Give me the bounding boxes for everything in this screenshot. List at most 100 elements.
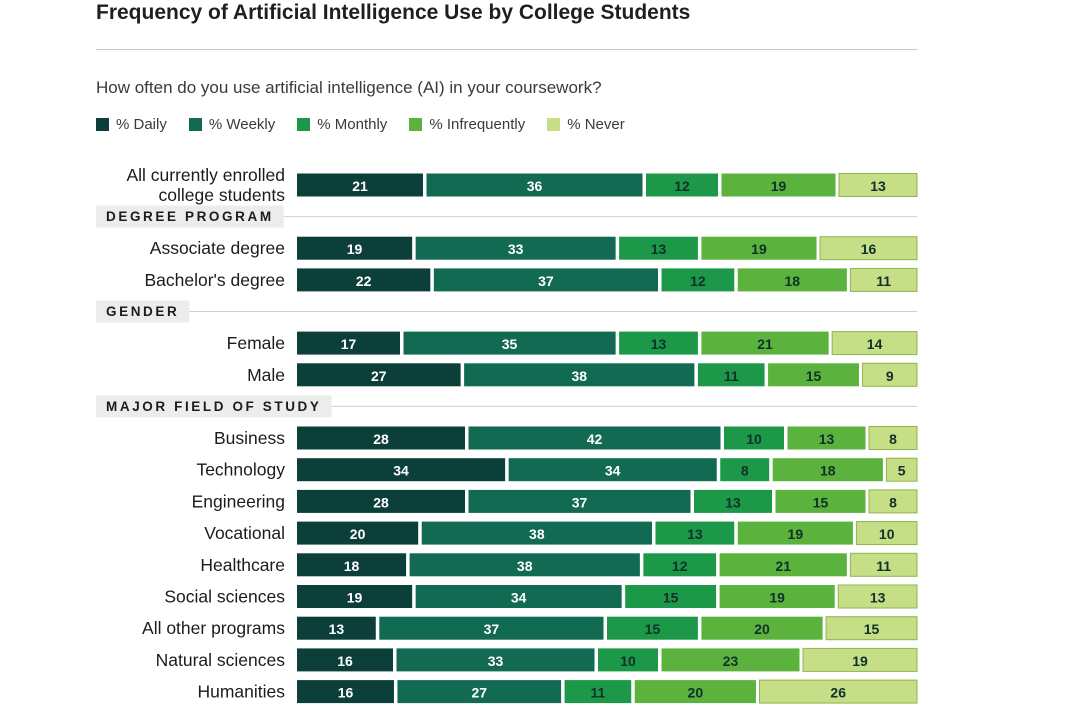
data-label: 37 <box>572 494 588 510</box>
data-label: 15 <box>813 494 829 510</box>
bar-segment-infrequently <box>737 268 847 292</box>
bar-segment-monthly <box>646 173 718 197</box>
data-label: 19 <box>852 653 868 669</box>
data-label: 5 <box>898 463 906 479</box>
data-label: 20 <box>754 621 770 637</box>
legend-item-daily: % Daily <box>96 116 167 133</box>
bar-segment-weekly <box>403 331 616 355</box>
data-label: 15 <box>864 621 880 637</box>
bar-segment-daily <box>297 458 506 482</box>
bar-segment-daily <box>297 268 431 292</box>
bar-segment-infrequently <box>719 585 835 608</box>
bar-segment-weekly <box>409 553 640 577</box>
category-label: Humanities <box>197 682 285 702</box>
chart-subtitle: How often do you use artificial intellig… <box>96 78 602 97</box>
data-label: 19 <box>788 526 804 542</box>
bar-segment-infrequently <box>768 363 859 387</box>
data-label: 20 <box>688 685 704 701</box>
data-label: 38 <box>529 526 545 542</box>
data-label: 37 <box>484 621 500 637</box>
bar-segment-infrequently <box>634 680 756 704</box>
data-label: 12 <box>674 178 690 194</box>
group-label: GENDER <box>106 304 179 319</box>
category-label: Female <box>227 333 285 353</box>
bar-segment-monthly <box>720 458 770 482</box>
bar-segment-weekly <box>464 363 695 387</box>
legend-swatch <box>547 117 561 131</box>
data-label: 13 <box>870 590 886 606</box>
bar-segment-daily <box>297 426 465 450</box>
bar-segment-infrequently <box>721 173 836 197</box>
category-label: Technology <box>196 460 285 480</box>
data-label: 8 <box>741 463 749 479</box>
bar-segment-daily <box>297 616 376 640</box>
data-label: 13 <box>687 526 703 542</box>
bar-segment-never <box>861 362 918 387</box>
data-label: 34 <box>393 463 409 479</box>
bar-segment-never <box>885 457 918 482</box>
data-label: 13 <box>725 494 741 510</box>
bar-segment-weekly <box>397 680 562 704</box>
data-label: 13 <box>651 336 667 352</box>
bar-segment-never <box>825 616 918 641</box>
data-label: 19 <box>751 241 767 257</box>
bar-segment-never <box>837 584 918 609</box>
bar-segment-daily <box>297 173 423 197</box>
data-label: 15 <box>806 368 822 384</box>
bar-segment-daily <box>297 585 413 608</box>
data-label: 15 <box>663 590 679 606</box>
data-label: 19 <box>347 241 363 257</box>
bar-segment-never <box>819 236 918 261</box>
category-label: Engineering <box>192 491 285 511</box>
bar-segment-weekly <box>396 648 595 672</box>
data-label: 34 <box>511 590 527 606</box>
category-label: Social sciences <box>164 587 285 607</box>
bar-segment-never <box>802 647 918 672</box>
category-label: Natural sciences <box>156 650 286 670</box>
data-label: 21 <box>775 558 791 574</box>
group-label: DEGREE PROGRAM <box>106 209 274 224</box>
category-label: All other programs <box>142 618 285 638</box>
data-label: 42 <box>587 431 603 447</box>
data-label: 33 <box>488 653 504 669</box>
bar-segment-monthly <box>607 616 698 640</box>
data-label: 27 <box>471 685 487 701</box>
data-label: 14 <box>867 336 883 352</box>
legend-item-infrequently: % Infrequently <box>409 116 525 133</box>
bar-segment-weekly <box>433 268 659 292</box>
data-label: 38 <box>571 368 587 384</box>
legend-label: % Monthly <box>317 115 388 133</box>
bar-segment-never <box>855 521 918 546</box>
bar-segment-weekly <box>468 426 721 450</box>
bar-segment-monthly <box>619 236 698 260</box>
legend-swatch <box>188 117 202 131</box>
bar-segment-daily <box>297 489 465 513</box>
data-label: 19 <box>771 178 787 194</box>
bar-segment-infrequently <box>661 648 800 672</box>
bar-segment-daily <box>297 521 419 545</box>
data-label: 15 <box>645 621 661 637</box>
group-label-background <box>96 205 284 228</box>
data-label: 9 <box>886 368 894 384</box>
category-label: Healthcare <box>200 555 285 575</box>
data-label: 19 <box>769 590 785 606</box>
bar-segment-infrequently <box>772 458 883 482</box>
legend-item-never: % Never <box>547 116 625 133</box>
data-label: 38 <box>517 558 533 574</box>
bar-segment-monthly <box>564 680 632 704</box>
title-divider <box>96 49 918 50</box>
data-label: 35 <box>502 336 518 352</box>
data-label: 37 <box>538 273 554 289</box>
bar-segment-monthly <box>619 331 698 355</box>
data-label: 17 <box>341 336 357 352</box>
bar-segment-monthly <box>598 648 658 672</box>
legend-swatch <box>297 117 311 131</box>
bar-segment-never <box>758 679 918 704</box>
bar-segment-weekly <box>421 521 652 545</box>
data-label: 19 <box>347 590 363 606</box>
bar-segment-never <box>868 489 918 514</box>
data-label: 13 <box>819 431 835 447</box>
bar-segment-monthly <box>625 585 717 608</box>
bar-segment-weekly <box>468 489 691 513</box>
bar-segment-weekly <box>415 585 622 608</box>
